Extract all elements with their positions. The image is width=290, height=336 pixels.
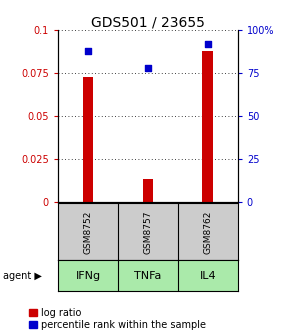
Text: TNFa: TNFa — [134, 270, 162, 281]
Title: GDS501 / 23655: GDS501 / 23655 — [91, 15, 205, 29]
Point — [86, 48, 90, 53]
Legend: log ratio, percentile rank within the sample: log ratio, percentile rank within the sa… — [28, 307, 207, 331]
Bar — [202, 51, 213, 202]
Text: GSM8757: GSM8757 — [143, 210, 153, 254]
Text: GSM8752: GSM8752 — [84, 210, 93, 254]
Text: IL4: IL4 — [200, 270, 216, 281]
Point — [206, 41, 210, 47]
Text: agent ▶: agent ▶ — [3, 270, 42, 281]
Text: IFNg: IFNg — [75, 270, 101, 281]
Point — [146, 65, 150, 71]
Text: GSM8762: GSM8762 — [203, 210, 212, 254]
Bar — [142, 179, 153, 202]
Bar — [83, 77, 93, 202]
